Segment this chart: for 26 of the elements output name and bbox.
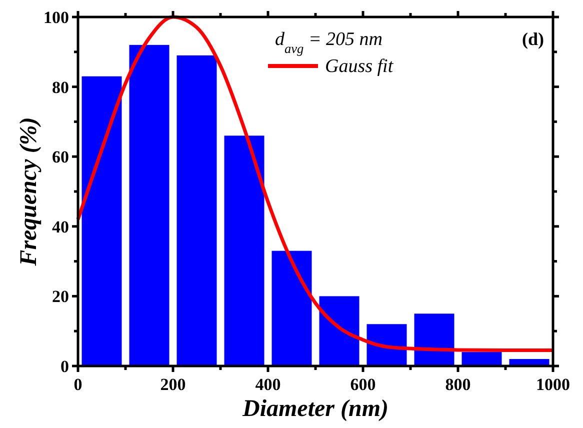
bar — [272, 250, 312, 366]
y-axis-title: Frequency (%) — [16, 117, 42, 267]
line-series — [76, 15, 555, 352]
y-tick-label: 80 — [52, 78, 69, 97]
x-tick-label: 0 — [74, 375, 82, 394]
y-tick-label: 100 — [44, 8, 69, 27]
y-tick-label: 40 — [52, 217, 69, 236]
x-tick-label: 200 — [160, 375, 186, 394]
bar — [462, 352, 502, 366]
annotation: (d) — [522, 29, 544, 49]
bar — [82, 76, 122, 366]
x-tick-label: 800 — [445, 375, 471, 394]
x-tick-label: 600 — [350, 375, 376, 394]
bar — [129, 44, 170, 366]
x-tick-label: 400 — [255, 375, 281, 394]
bar — [319, 296, 360, 366]
y-tick-label: 0 — [60, 357, 69, 376]
y-tick-label: 20 — [52, 287, 69, 306]
bar — [414, 314, 454, 366]
bar — [224, 136, 264, 366]
y-tick-label: 60 — [52, 148, 69, 167]
bar — [176, 55, 217, 366]
x-axis-title: Diameter (nm) — [242, 396, 388, 422]
legend-label: Gauss fit — [325, 56, 394, 77]
x-tick-label: 1000 — [536, 375, 570, 394]
annotation: d$_{avg}$ = 205 nm — [275, 29, 382, 56]
